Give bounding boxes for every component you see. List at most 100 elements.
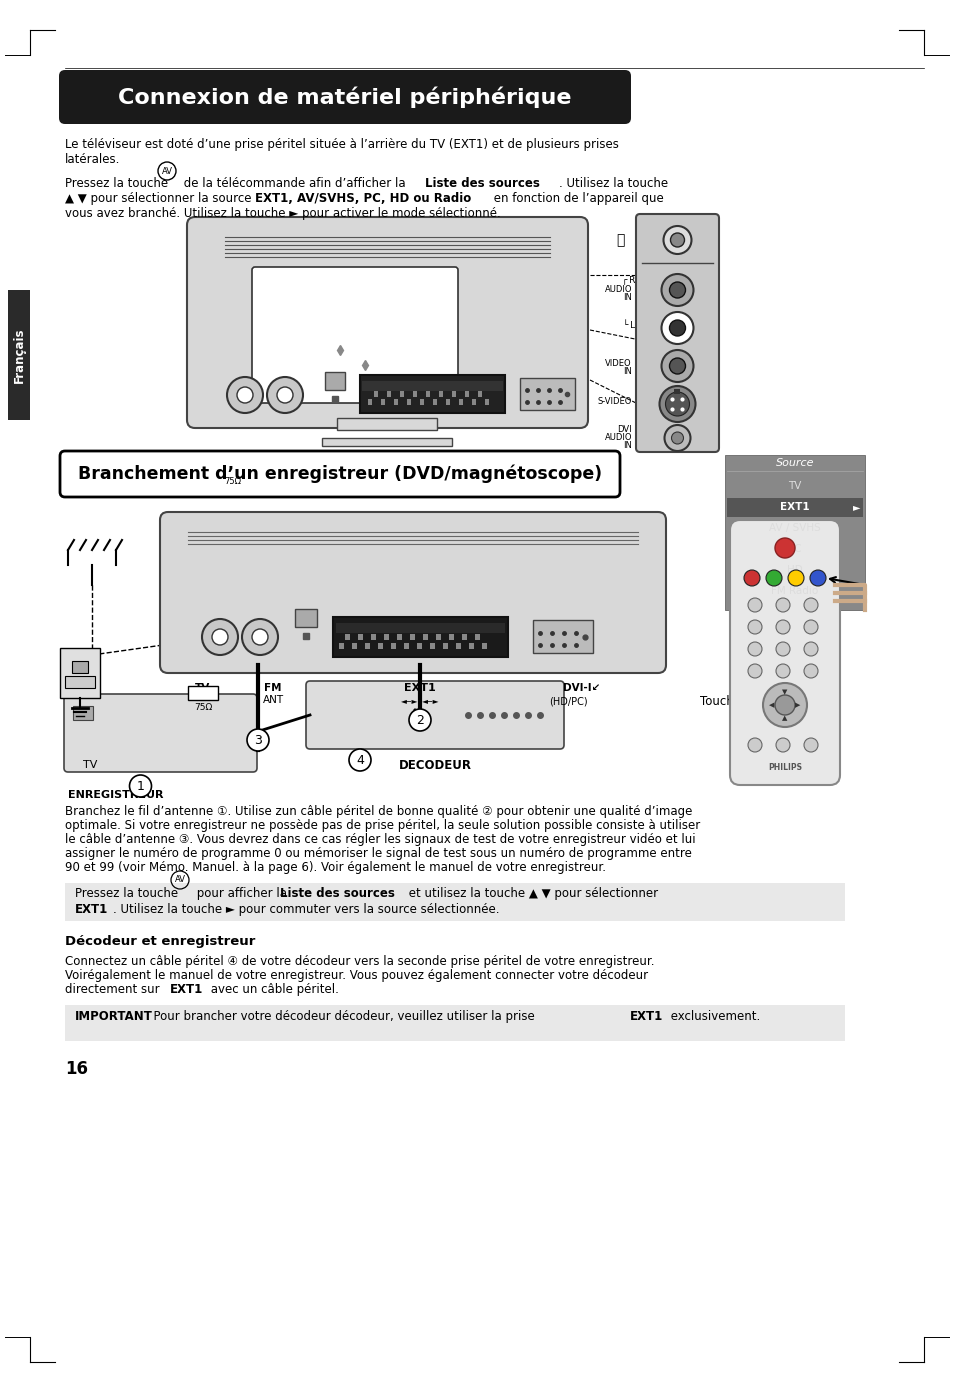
Circle shape (774, 537, 794, 558)
Bar (335, 624, 504, 633)
Circle shape (747, 619, 761, 633)
Circle shape (765, 569, 781, 586)
Bar (365, 643, 370, 649)
Text: ANT: ANT (262, 695, 283, 704)
Circle shape (743, 569, 760, 586)
Text: EXT1: EXT1 (75, 903, 108, 916)
Text: IMPORTANT: IMPORTANT (75, 1011, 152, 1023)
Text: PHILIPS: PHILIPS (767, 763, 801, 771)
Circle shape (660, 349, 693, 381)
Bar (433, 400, 436, 405)
Bar (220, 459, 246, 475)
Bar (325, 372, 345, 390)
Text: pour afficher la: pour afficher la (193, 887, 291, 901)
Text: ►: ► (852, 503, 860, 512)
Bar (391, 643, 395, 649)
Bar (322, 438, 452, 445)
Bar (484, 400, 489, 405)
Bar (436, 633, 440, 640)
Text: en fonction de l’appareil que: en fonction de l’appareil que (490, 192, 663, 205)
Text: TV: TV (787, 482, 801, 491)
Text: EXT1, AV/SVHS, PC, HD ou Radio: EXT1, AV/SVHS, PC, HD ou Radio (254, 192, 471, 205)
Text: Source: Source (775, 458, 814, 468)
Text: (HD/PC): (HD/PC) (527, 464, 566, 475)
Text: EXT1: EXT1 (629, 1011, 662, 1023)
Bar (469, 643, 474, 649)
Text: AUDIO: AUDIO (604, 285, 631, 295)
Bar (60, 649, 100, 697)
Circle shape (803, 642, 817, 656)
Bar (724, 455, 864, 610)
Text: ▲ ▼ pour sélectionner la source: ▲ ▼ pour sélectionner la source (65, 192, 255, 205)
Circle shape (659, 386, 695, 422)
Bar (294, 610, 316, 626)
Circle shape (267, 377, 303, 413)
Text: ◄►◄►: ◄►◄► (418, 464, 444, 473)
Bar (384, 633, 389, 640)
Text: ▲: ▲ (781, 715, 787, 721)
Text: . Utilisez la touche ► pour commuter vers la source sélectionnée.: . Utilisez la touche ► pour commuter ver… (112, 903, 499, 916)
Bar (674, 388, 679, 394)
Bar (403, 643, 409, 649)
Text: 3: 3 (253, 734, 262, 746)
Circle shape (665, 393, 689, 416)
Bar (188, 686, 218, 700)
Text: ┌ R: ┌ R (621, 276, 635, 284)
Bar (394, 400, 397, 405)
Bar (442, 643, 448, 649)
Text: DVI-I↙: DVI-I↙ (546, 450, 586, 459)
Text: IN: IN (622, 441, 631, 451)
Circle shape (809, 569, 825, 586)
Text: Liste des sources: Liste des sources (280, 887, 395, 901)
Circle shape (669, 283, 685, 298)
Text: ◄─►  ◄─►: ◄─► ◄─► (401, 697, 438, 706)
Circle shape (775, 619, 789, 633)
Text: 75Ω: 75Ω (193, 703, 212, 711)
Bar (430, 643, 435, 649)
Bar (461, 633, 467, 640)
Bar (726, 498, 862, 516)
Text: assigner le numéro de programme 0 ou mémoriser le signal de test sous un numéro : assigner le numéro de programme 0 ou mém… (65, 846, 691, 860)
Text: AV: AV (174, 876, 185, 884)
Text: IN: IN (622, 366, 631, 376)
Circle shape (276, 387, 293, 404)
Text: Connexion de matériel périphérique: Connexion de matériel périphérique (118, 86, 571, 107)
Bar (65, 1005, 844, 1041)
FancyBboxPatch shape (729, 521, 840, 785)
FancyBboxPatch shape (636, 214, 719, 452)
Circle shape (775, 599, 789, 612)
Bar (481, 643, 486, 649)
Bar (477, 391, 481, 397)
Circle shape (662, 226, 691, 253)
Text: EXT1: EXT1 (404, 683, 436, 693)
Bar (368, 400, 372, 405)
Text: : Pour brancher votre décodeur décodeur, veuillez utiliser la prise: : Pour brancher votre décodeur décodeur,… (142, 1011, 537, 1023)
Circle shape (247, 729, 269, 752)
Text: latérales.: latérales. (65, 153, 120, 166)
Circle shape (775, 738, 789, 752)
Circle shape (747, 642, 761, 656)
Text: 75Ω: 75Ω (223, 462, 243, 472)
Bar (8, 290, 30, 420)
Circle shape (774, 695, 794, 715)
Circle shape (660, 312, 693, 344)
Bar (345, 633, 350, 640)
Circle shape (671, 432, 682, 444)
Bar (458, 400, 462, 405)
Text: EXT1: EXT1 (170, 983, 203, 997)
Text: . Utilisez la touche: . Utilisez la touche (558, 177, 667, 189)
Text: VIDEO: VIDEO (605, 359, 631, 367)
Bar (380, 400, 385, 405)
FancyBboxPatch shape (252, 267, 457, 404)
FancyBboxPatch shape (64, 695, 256, 773)
Circle shape (803, 619, 817, 633)
Bar (71, 661, 88, 672)
Text: Décodeur et enregistreur: Décodeur et enregistreur (65, 935, 255, 948)
Bar (452, 391, 456, 397)
Bar (464, 391, 469, 397)
Text: S-VIDEO: S-VIDEO (597, 398, 631, 406)
Circle shape (130, 775, 152, 798)
Bar (449, 633, 454, 640)
Text: exclusivement.: exclusivement. (666, 1011, 760, 1023)
Bar (387, 391, 391, 397)
